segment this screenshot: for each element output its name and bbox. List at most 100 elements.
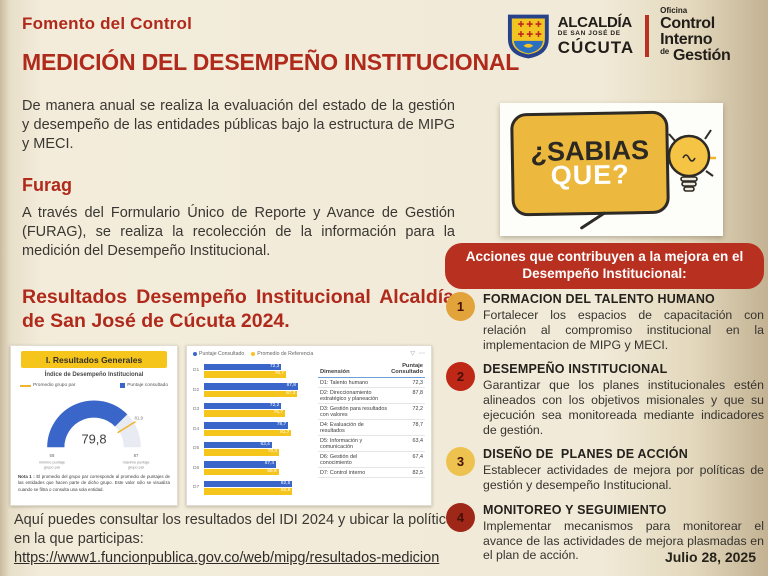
bar-value-label: 75,7 [273, 410, 283, 416]
svg-text:grupo par: grupo par [44, 466, 61, 470]
more-icon: ⋯ [419, 351, 425, 357]
bar-referencia: 87,3 [204, 390, 298, 398]
svg-text:máximo puntaje: máximo puntaje [123, 460, 150, 464]
table-row: D1: Talento humano 72,3 [318, 377, 425, 388]
gauge-legend-square [120, 383, 126, 388]
action-body: Implementar mecanismos para monitorear e… [483, 518, 764, 563]
svg-text:58: 58 [50, 453, 55, 458]
logo-divider [645, 14, 650, 57]
svg-text:✚: ✚ [526, 20, 533, 29]
table-header-puntaje: Puntaje Consultado [389, 361, 425, 378]
oficina-wordmark: Oficina Control Interno de Gestión [660, 6, 731, 64]
dimensiones-card: Puntaje Consultado Promedio de Referenci… [186, 345, 432, 506]
bar-value-label: 70,3 [267, 449, 278, 455]
table-row: D7: Control interno 82,5 [318, 467, 425, 478]
bar-consultado: 63,4 [204, 441, 272, 449]
city-shield-icon: ✚ ✚ ✚ ✚ ✚ ✚ [507, 14, 549, 58]
bar-consultado: 87,8 [204, 383, 298, 390]
action-item: 1 FORMACION DEL TALENTO HUMANO Fortalecer … [446, 292, 764, 352]
sabias-que-card: ¿SABIAS QUE? [500, 103, 723, 236]
bar-chart: D1 72,3 76,7 D2 87,8 87,3 D3 72,2 75,7 D4 78,7 81,7… [193, 361, 311, 498]
bar-value-label: 82,5 [280, 480, 291, 486]
action-item: 2 DESEMPEÑO INSTITUCIONAL Garantizar que l… [446, 362, 764, 437]
svg-text:87: 87 [134, 453, 139, 458]
bar-legend-dot-0 [193, 352, 197, 356]
acciones-list: 1 FORMACION DEL TALENTO HUMANO Fortalecer … [446, 292, 764, 563]
acciones-banner: Acciones que contribuyen a la mejora en … [445, 243, 764, 289]
bar-consultado: 78,7 [204, 422, 289, 429]
bar-row: D6 67,4 69,8 [193, 459, 311, 479]
bar-category-label: D6 [193, 465, 200, 471]
bar-category-label: D3 [193, 407, 200, 413]
bar-category-label: D1 [193, 368, 200, 374]
action-number-badge: 4 [446, 502, 475, 532]
bar-value-label: 82,6 [281, 488, 291, 494]
intro-paragraph: De manera anual se realiza la evaluación… [22, 98, 455, 153]
gauge-card-subtitle: Índice de Desempeño Institucional [44, 372, 144, 378]
bar-value-label: 76,7 [274, 371, 285, 377]
bar-referencia: 82,6 [204, 488, 293, 495]
bar-referencia: 81,7 [204, 429, 292, 437]
svg-text:81,9: 81,9 [134, 416, 143, 421]
action-title: FORMACION DEL TALENTO HUMANO [483, 292, 715, 306]
bar-legend: Puntaje Consultado Promedio de Referenci… [193, 351, 313, 357]
bar-category-label: D7 [193, 485, 200, 491]
svg-text:✚: ✚ [535, 29, 542, 38]
action-body: Establecer actividades de mejora por pol… [483, 463, 764, 492]
bar-value-label: 78,7 [276, 422, 287, 428]
dimension-table: Dimensión Puntaje Consultado D1: Talento… [318, 361, 425, 478]
bar-category-label: D5 [193, 446, 200, 452]
bar-row: D7 82,5 82,6 [193, 478, 311, 498]
resultados-link[interactable]: https://www1.funcionpublica.gov.co/web/m… [14, 549, 440, 566]
action-title: MONITOREO Y SEGUIMIENTO [483, 502, 667, 517]
action-number-badge: 3 [446, 447, 475, 477]
dimension-table-body: D1: Talento humano 72,3 D2: Direccionamien… [318, 377, 425, 478]
alcaldia-wordmark: ALCALDÍA DE SAN JOSÉ DE CÚCUTA [557, 14, 635, 57]
svg-text:mínimo puntaje: mínimo puntaje [39, 460, 65, 464]
svg-text:✚: ✚ [518, 20, 525, 29]
bar-value-label: 67,4 [264, 461, 275, 467]
bar-row: D5 63,4 70,3 [193, 439, 311, 459]
bar-category-label: D4 [193, 426, 200, 432]
bar-category-label: D2 [193, 387, 200, 393]
resultados-generales-card: I. Resultados Generales Índice de Desemp… [10, 345, 178, 506]
bar-row: D4 78,7 81,7 [193, 420, 311, 440]
svg-text:✚: ✚ [535, 20, 542, 29]
consult-footer: Aquí puedes consultar los resultados del… [14, 512, 455, 566]
resultados-heading: Resultados Desempeño Institucional Alcal… [22, 286, 454, 333]
bar-value-label: 63,4 [260, 441, 270, 447]
bar-value-label: 69,8 [267, 468, 277, 474]
bar-value-label: 87,8 [286, 383, 296, 389]
bar-referencia: 75,7 [204, 410, 285, 417]
action-title: DESEMPEÑO INSTITUCIONAL [483, 362, 668, 377]
speech-bubble: ¿SABIAS QUE? [510, 110, 670, 217]
table-row: D5: Información y comunicación 63,4 [318, 435, 425, 452]
bar-value-label: 87,3 [286, 390, 296, 396]
action-number-badge: 1 [446, 292, 475, 321]
filter-icon: ▽ [410, 351, 415, 357]
bar-row: D1 72,3 76,7 [193, 361, 311, 381]
bar-referencia: 69,8 [204, 468, 279, 476]
page-title: MEDICIÓN DEL DESEMPEÑO INSTITUCIONAL [22, 49, 520, 75]
svg-text:79,8: 79,8 [81, 431, 106, 446]
bar-referencia: 76,7 [204, 371, 287, 378]
bar-consultado: 67,4 [204, 461, 277, 468]
bar-row: D2 87,8 87,3 [193, 381, 311, 401]
gauge-card-title: I. Resultados Generales [21, 351, 167, 368]
gauge-legend-line [20, 384, 31, 387]
bar-consultado: 72,3 [204, 363, 282, 371]
table-row: D6: Gestión del conocimiento 67,4 [318, 451, 425, 468]
lightbulb-icon [667, 129, 716, 192]
action-title: DISEÑO DE PLANES DE ACCIÓN [483, 447, 688, 462]
action-body: Fortalecer los espacios de capacitación … [483, 308, 764, 352]
action-number-badge: 2 [446, 362, 475, 392]
bar-row: D3 72,2 75,7 [193, 400, 311, 420]
table-header-dimension: Dimensión [318, 361, 390, 378]
header-logo: ✚ ✚ ✚ ✚ ✚ ✚ ALCALDÍA DE SAN JOSÉ DE CÚCUTA O… [506, 7, 768, 64]
table-row: D4: Evaluación de resultados 78,7 [318, 419, 425, 436]
bar-consultado: 82,5 [204, 480, 293, 488]
table-row: D2: Direccionamiento estratégico y plane… [318, 387, 425, 404]
gauge-legend: Promedio grupo par Puntaje consultado [11, 383, 177, 388]
action-item: 3 DISEÑO DE PLANES DE ACCIÓN Establecer ac… [446, 447, 764, 493]
